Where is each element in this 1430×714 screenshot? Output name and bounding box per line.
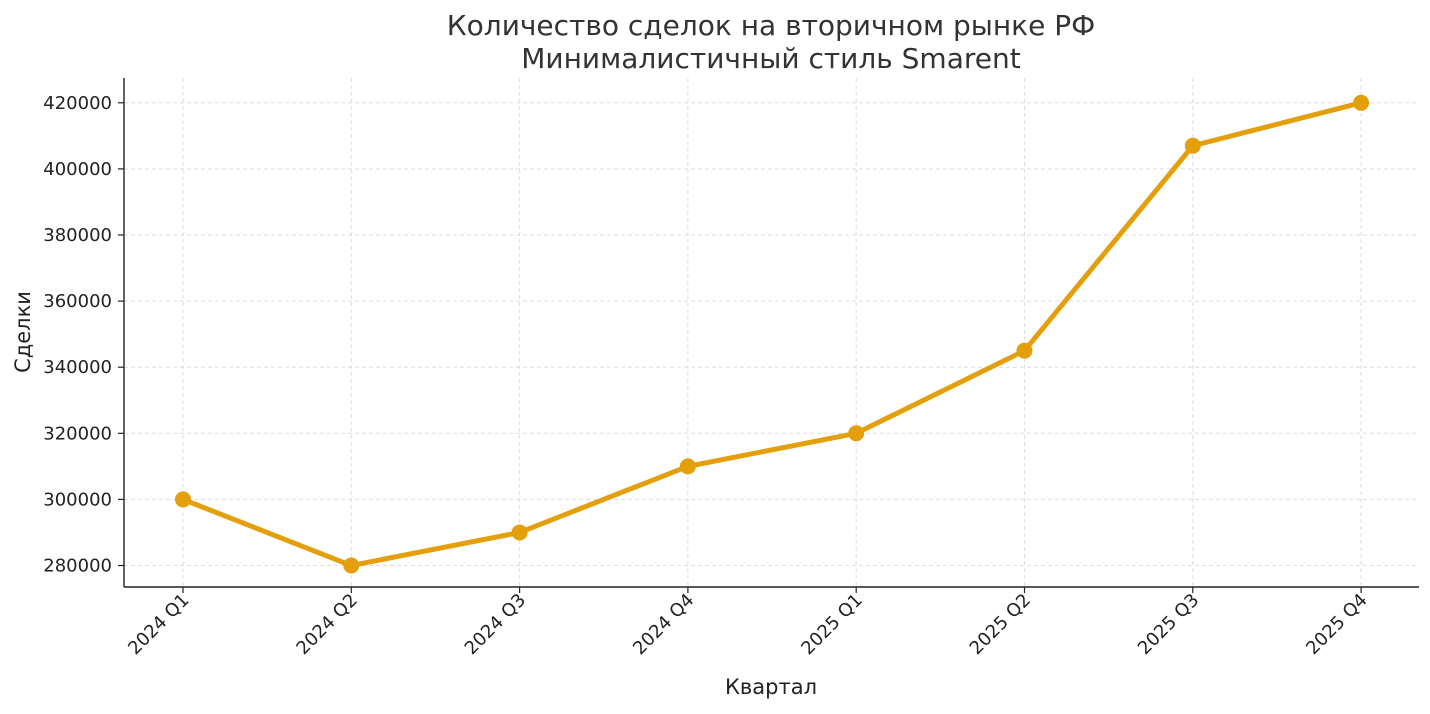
x-tick-label: 2025 Q1	[797, 590, 866, 659]
y-tick-label: 300000	[43, 489, 112, 510]
y-tick-label: 360000	[43, 291, 112, 312]
x-axis-ticks: 2024 Q1 2024 Q2 2024 Q3 2024 Q4 2025 Q1 2025 …	[124, 587, 1372, 659]
data-point	[343, 557, 360, 574]
x-tick-label: 2025 Q4	[1302, 590, 1371, 659]
x-axis-label: Квартал	[725, 675, 817, 699]
x-tick-label: 2024 Q1	[124, 590, 193, 659]
axes	[123, 78, 1419, 588]
y-tick-label: 340000	[43, 357, 112, 378]
data-point	[848, 425, 865, 442]
data-point	[1184, 137, 1201, 154]
y-axis-ticks: 280000 300000 320000 340000 360000 380000 4000…	[43, 93, 124, 577]
grid-lines	[124, 78, 1419, 587]
y-axis-label: Сделки	[11, 291, 35, 373]
x-tick-label: 2024 Q4	[629, 590, 698, 659]
y-tick-label: 420000	[43, 93, 112, 114]
y-tick-label: 400000	[43, 159, 112, 180]
y-tick-label: 280000	[43, 556, 112, 577]
chart-title-line-1: Количество сделок на вторичном рынке РФ	[447, 9, 1095, 42]
series-points	[175, 94, 1370, 574]
x-tick-label: 2024 Q2	[292, 590, 361, 659]
data-point	[1353, 94, 1370, 111]
data-point	[679, 458, 696, 475]
chart-title-line-2: Минималистичный стиль Smarent	[521, 42, 1020, 75]
x-tick-label: 2025 Q2	[966, 590, 1035, 659]
chart-title: Количество сделок на вторичном рынке РФ …	[447, 9, 1095, 75]
series-polyline	[180, 100, 1364, 569]
series-line	[180, 100, 1364, 569]
data-point	[511, 524, 528, 541]
data-point	[175, 491, 191, 508]
data-point	[1016, 342, 1033, 359]
y-tick-label: 320000	[43, 423, 112, 444]
y-tick-label: 380000	[43, 225, 112, 246]
x-tick-label: 2024 Q3	[461, 590, 530, 659]
x-tick-label: 2025 Q3	[1134, 590, 1203, 659]
